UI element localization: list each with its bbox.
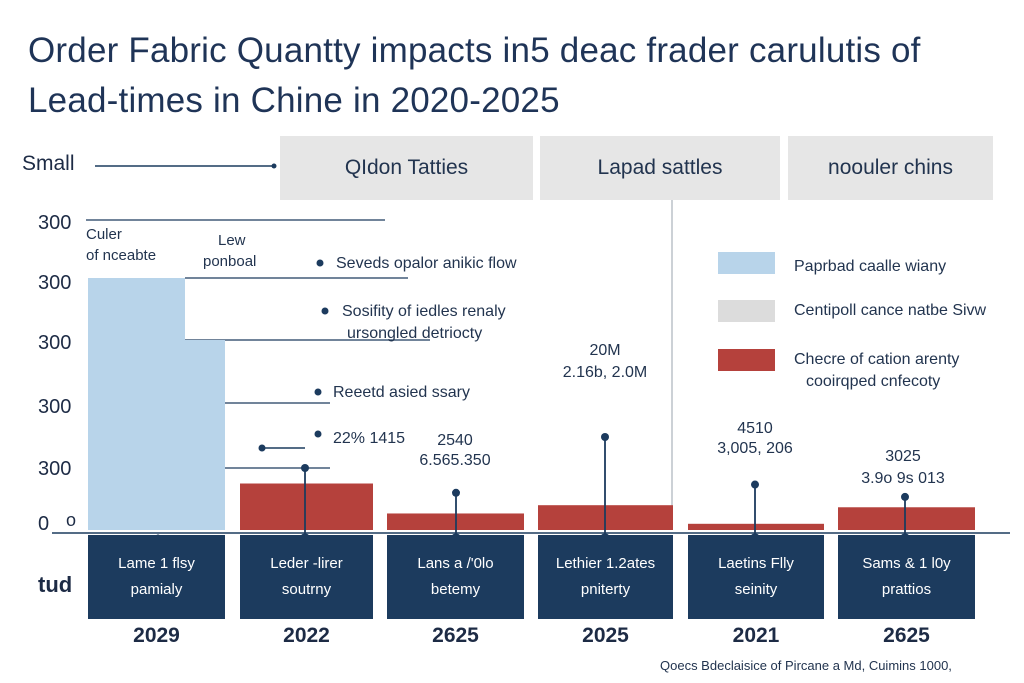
y-tick-label: 300 [38, 458, 72, 480]
annotation-bullet [321, 307, 329, 315]
value-label-6-line2: 3.9o 9s 013 [861, 470, 945, 487]
category-label-line2: seinity [734, 581, 778, 598]
value-label-5-line1: 4510 [737, 420, 773, 437]
chart-title: Order Fabric Quantty impacts in5 deac fr… [28, 26, 1008, 126]
annotation-bullet [314, 430, 322, 438]
header-label-1: QIdon Tatties [344, 156, 469, 179]
header-label-2: Lapad sattles [597, 156, 723, 179]
annotation-text: ursongled detriocty [347, 325, 483, 342]
category-label-line1: Laetins Flly [718, 555, 794, 572]
annotation-text: 22% 1415 [333, 430, 406, 447]
y-tick-label: 300 [38, 212, 72, 234]
category-label-line1: Lame 1 flsy [118, 555, 195, 572]
legend-swatch-red [718, 349, 775, 371]
legend-swatch-gray [718, 300, 775, 322]
stem-top-dot-5 [751, 480, 759, 489]
year-label: 2625 [432, 624, 479, 647]
year-label: 2029 [133, 624, 180, 647]
legend-label-3: Checre of cation arenty [794, 351, 960, 368]
title-line-1: Order Fabric Quantty impacts in5 deac fr… [28, 31, 921, 70]
stem-connector-dot [258, 444, 266, 452]
year-label: 2025 [582, 624, 629, 647]
annotation-text: Seveds opalor anikic flow [336, 255, 517, 272]
category-label-line2: pniterty [580, 581, 631, 598]
axis-origin-label: o [66, 510, 77, 530]
value-label-3-line2: 6.565.350 [419, 452, 491, 469]
y-tick-label: 300 [38, 272, 72, 294]
small-label: Small [22, 152, 75, 175]
annotation-bullet [316, 259, 324, 267]
category-label-line2: betemy [430, 581, 481, 598]
category-label-line1: Sams & 1 l0y [862, 555, 951, 572]
bar-red-5 [688, 523, 824, 530]
stem-top-dot-4 [601, 433, 609, 441]
value-label-5: 4510 3,005, 206 [700, 420, 810, 458]
stem-top-dot-6 [901, 492, 909, 501]
small-connector-dot [271, 163, 277, 169]
value-label-4-line1: 20M [589, 342, 621, 359]
year-label: 2022 [283, 624, 330, 647]
stem-top-dot-2 [301, 464, 309, 472]
category-label-line1: Lethier 1.2ates [555, 555, 656, 572]
annotation-text: Sosifity of iedles renaly [342, 303, 506, 320]
value-label-3-line1: 2540 [437, 432, 473, 449]
category-box-1: Lame 1 flsy pamialy [88, 535, 225, 619]
stem-top-dot-3 [452, 488, 460, 497]
category-box-6: Sams & 1 l0y prattios [838, 535, 975, 619]
value-label-6-line1: 3025 [885, 448, 921, 465]
first-bar-label-2: of nceabte [86, 247, 157, 264]
category-box-2: Leder -lirer soutrny [240, 535, 373, 619]
tud-label: tud [38, 572, 73, 597]
annotation-text: Reeetd asied ssary [333, 384, 470, 401]
bar-blue-1 [88, 278, 225, 530]
value-label-4-line2: 2.16b, 2.0M [562, 364, 648, 381]
category-label-line1: Leder -lirer [270, 555, 343, 572]
annotation-bullet [314, 388, 322, 396]
bar-red-2 [240, 483, 373, 530]
first-bar-label-1: Culer [86, 226, 122, 243]
category-label-line2: prattios [881, 581, 932, 598]
header-box-2: Lapad sattles [540, 136, 780, 200]
lew-label-2: ponboal [203, 253, 257, 270]
value-label-5-line2: 3,005, 206 [717, 440, 793, 457]
header-box-3: noouler chins [788, 136, 993, 200]
category-label-line2: pamialy [130, 581, 183, 598]
lew-label-1: Lew [218, 232, 246, 249]
category-label-line2: soutrny [281, 581, 332, 598]
y-tick-label: 300 [38, 396, 72, 418]
category-box-4: Lethier 1.2ates pniterty [538, 535, 673, 619]
y-tick-label: 0 [38, 513, 50, 535]
header-box-1: QIdon Tatties [280, 136, 533, 200]
year-label: 2021 [732, 624, 780, 647]
value-label-4: 20M 2.16b, 2.0M [545, 342, 665, 382]
value-label-3: 2540 6.565.350 [400, 432, 510, 470]
y-tick-label: 300 [38, 332, 72, 354]
category-label-line1: Lans a /'0lo [417, 555, 494, 572]
legend-label-1: Paprbad caalle wiany [794, 258, 947, 275]
legend-label-2: Centipoll cance natbe Sivw [794, 302, 987, 319]
footer-source: Qoecs Bdeclaisice of Pircane a Md, Cuimi… [660, 658, 952, 673]
bar-red-6 [838, 507, 975, 530]
category-box-3: Lans a /'0lo betemy [387, 535, 524, 619]
header-label-3: noouler chins [828, 156, 953, 179]
title-line-2: Lead-times in Chine in 2020-2025 [28, 81, 560, 120]
legend-label-3b: cooirqped cnfecoty [806, 373, 941, 390]
category-box-5: Laetins Flly seinity [688, 535, 824, 619]
year-label: 2625 [883, 624, 930, 647]
value-label-6: 3025 3.9o 9s 013 [848, 448, 958, 488]
legend-swatch-blue [718, 252, 775, 274]
